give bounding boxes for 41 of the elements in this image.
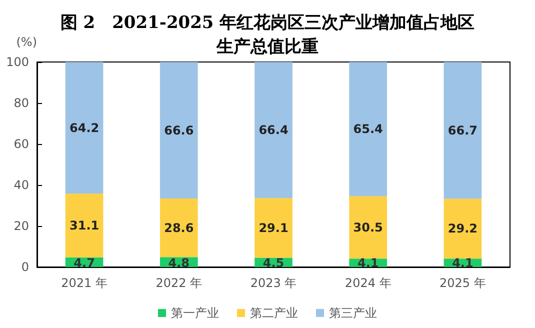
bar	[65, 62, 104, 194]
data-label: 29.2	[448, 222, 478, 236]
legend-label: 第三产业	[329, 306, 377, 320]
x-tick-label: 2024 年	[344, 276, 392, 290]
bar	[160, 62, 198, 199]
x-tick-label: 2021 年	[61, 276, 108, 290]
chart-title: 图 2 2021-2025 年红花岗区三次产业增加值占地区生产总值比重	[60, 13, 475, 57]
legend-label: 第二产业	[250, 306, 298, 320]
bar	[160, 198, 198, 258]
y-tick-label: 40	[14, 178, 29, 192]
bar	[254, 62, 292, 198]
x-tick-label: 2025 年	[440, 276, 486, 290]
bar	[444, 62, 482, 199]
bar	[349, 196, 388, 259]
data-label: 4.5	[262, 256, 284, 270]
data-label: 31.1	[69, 218, 100, 232]
bar	[65, 194, 104, 258]
y-tick-label: 80	[14, 96, 29, 110]
bar	[444, 198, 482, 259]
data-label: 4.7	[74, 256, 95, 270]
data-label: 28.6	[164, 220, 194, 235]
data-label: 66.6	[164, 123, 194, 138]
data-label: 4.8	[168, 256, 190, 270]
data-label: 4.1	[357, 256, 379, 270]
data-label: 65.4	[353, 122, 383, 136]
data-label: 66.7	[448, 123, 478, 138]
bar	[254, 198, 292, 258]
bar	[349, 62, 388, 196]
y-tick-label: 60	[14, 137, 29, 151]
x-tick-label: 2022 年	[156, 276, 202, 290]
y-tick-label: 100	[6, 55, 29, 69]
y-tick-label: 0	[21, 260, 29, 274]
y-axis-title: (%)	[16, 35, 37, 49]
data-label: 66.4	[258, 123, 288, 138]
data-label: 4.1	[452, 256, 474, 270]
legend-label: 第一产业	[171, 306, 219, 320]
data-label: 29.1	[258, 220, 288, 235]
y-tick-label: 20	[14, 219, 29, 233]
data-label: 30.5	[353, 220, 383, 234]
x-tick-label: 2023 年	[250, 276, 297, 290]
data-label: 64.2	[69, 120, 100, 135]
